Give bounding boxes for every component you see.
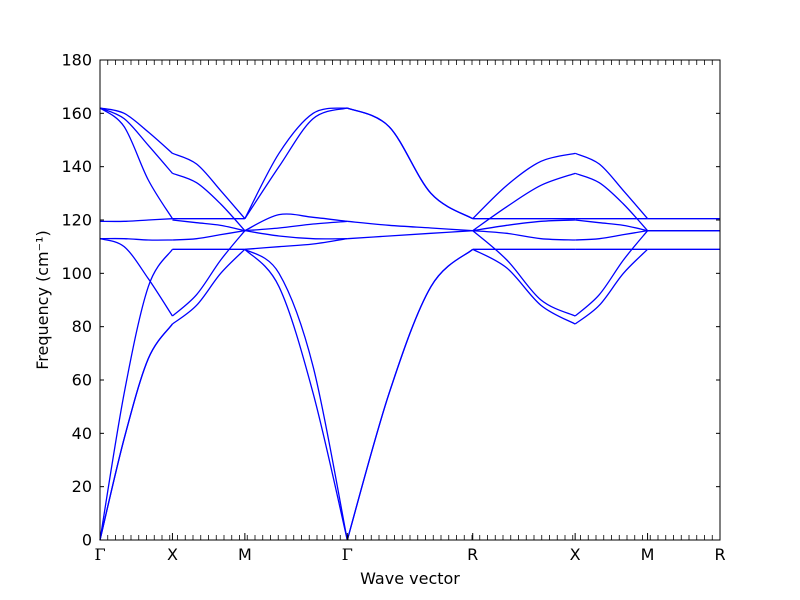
y-axis-label: Frequency (cm⁻¹) — [33, 230, 52, 369]
band-1-b8 — [172, 152, 246, 220]
band-4-e4 — [472, 230, 576, 241]
band-0-LO-c — [99, 107, 173, 154]
band-2-c8 — [244, 107, 348, 219]
y-tick-label: 160 — [61, 104, 92, 123]
x-tick-label: X — [167, 545, 178, 564]
band-1-b5 — [172, 219, 246, 232]
band-lines — [99, 107, 720, 541]
band-4-e5 — [472, 219, 576, 232]
band-4-e2 — [472, 230, 576, 317]
band-5-f4 — [575, 230, 648, 241]
band-2-c4 — [244, 230, 348, 240]
band-3-d4 — [347, 220, 473, 232]
band-2-c3 — [244, 238, 348, 250]
band-0-TA1 — [99, 323, 173, 541]
x-tick-label: R — [467, 545, 478, 564]
x-tick-label: M — [238, 545, 252, 564]
y-tick-label: 20 — [72, 477, 92, 496]
x-tick-label: X — [570, 545, 581, 564]
band-3-d3 — [347, 230, 473, 240]
band-2-c2 — [244, 248, 348, 541]
x-tick-label: Γ — [342, 545, 353, 564]
y-tick-label: 0 — [82, 531, 92, 550]
band-2-c7 — [244, 107, 348, 220]
y-tick-label: 120 — [61, 211, 92, 230]
band-4-e1 — [472, 248, 576, 325]
band-4-e7 — [472, 172, 576, 232]
y-tick-label: 60 — [72, 371, 92, 390]
y-tick-label: 80 — [72, 317, 92, 336]
y-tick-label: 40 — [72, 424, 92, 443]
plot-frame — [99, 59, 721, 541]
band-2-c5 — [244, 220, 348, 232]
band-0-LO-d — [99, 107, 173, 220]
band-0-LO-b — [99, 107, 173, 174]
band-1-b2 — [171, 230, 246, 317]
band-2-c1 — [244, 248, 348, 541]
band-0-LO-a — [99, 238, 173, 317]
band-3-d5 — [347, 107, 474, 220]
band-5-f8 — [574, 152, 649, 220]
band-1-b7 — [172, 172, 246, 232]
band-5-f5 — [575, 219, 648, 232]
band-1-b1 — [172, 248, 246, 325]
band-3-d1 — [346, 248, 474, 541]
band-0-TO-high — [99, 218, 173, 223]
band-5-f1 — [574, 248, 649, 325]
band-3-d2 — [346, 248, 474, 541]
band-0-LA — [99, 248, 173, 541]
band-2-c6 — [244, 213, 348, 232]
band-5-f7 — [574, 172, 649, 232]
band-0-TA2 — [99, 323, 173, 541]
y-tick-label: 180 — [61, 51, 92, 70]
y-tick-label: 100 — [61, 264, 92, 283]
band-1-b4 — [172, 230, 245, 241]
x-tick-label: M — [641, 545, 655, 564]
y-tick-label: 140 — [61, 157, 92, 176]
band-4-e8 — [472, 152, 576, 220]
x-tick-label: Γ — [94, 545, 105, 564]
axis-ticks: 0 20 40 60 80 100 120 140 160 180 Γ X M Γ R X M R — [61, 51, 725, 565]
band-3-d6 — [347, 107, 474, 220]
band-0-TO-low — [99, 237, 173, 241]
band-5-f2 — [574, 230, 649, 317]
x-axis-label: Wave vector — [360, 569, 460, 588]
x-tick-label: R — [714, 545, 725, 564]
